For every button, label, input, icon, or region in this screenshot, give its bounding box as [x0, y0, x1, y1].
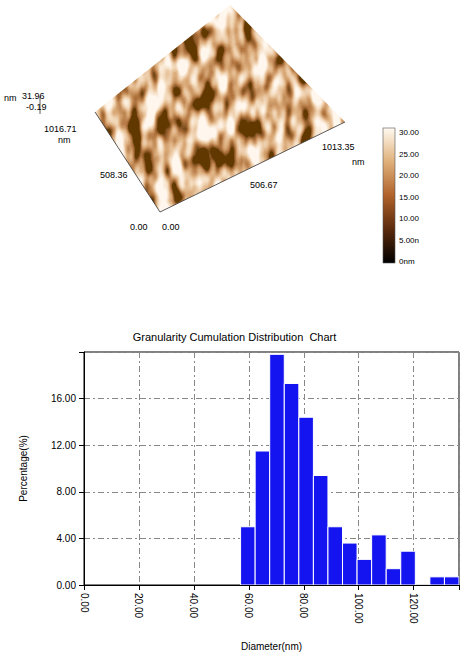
svg-text:40.00: 40.00 [188, 593, 199, 618]
svg-text:20.00: 20.00 [133, 593, 144, 618]
svg-text:nm: nm [4, 93, 17, 103]
svg-text:60.00: 60.00 [243, 593, 254, 618]
svg-text:8.00: 8.00 [57, 486, 77, 497]
svg-text:-0.19: -0.19 [26, 102, 47, 112]
svg-text:0.00: 0.00 [130, 222, 148, 232]
svg-text:20.00: 20.00 [399, 171, 420, 180]
svg-text:4.00: 4.00 [57, 533, 77, 544]
svg-text:16.00: 16.00 [51, 393, 76, 404]
svg-text:80.00: 80.00 [298, 593, 309, 618]
svg-text:0.00: 0.00 [57, 580, 77, 591]
svg-text:508.36: 508.36 [100, 170, 128, 180]
svg-text:Diameter(nm): Diameter(nm) [241, 641, 302, 652]
svg-text:nm: nm [352, 157, 365, 167]
svg-text:nm: nm [58, 135, 71, 145]
svg-text:15.00: 15.00 [399, 193, 420, 202]
svg-text:10.00: 10.00 [399, 214, 420, 223]
svg-text:25.00: 25.00 [399, 150, 420, 159]
svg-text:Granularity Cumulation Distrib: Granularity Cumulation Distribution Char… [133, 331, 337, 343]
svg-text:5.00n: 5.00n [399, 236, 419, 245]
svg-text:0.00: 0.00 [79, 593, 90, 613]
svg-text:1016.71: 1016.71 [44, 124, 77, 134]
svg-text:0.00: 0.00 [162, 222, 180, 232]
svg-text:1013.35: 1013.35 [322, 142, 355, 152]
svg-text:0nm: 0nm [399, 257, 415, 266]
svg-text:12.00: 12.00 [51, 440, 76, 451]
svg-text:31.96: 31.96 [22, 91, 45, 101]
svg-text:120.00: 120.00 [408, 593, 419, 624]
svg-text:100.00: 100.00 [353, 593, 364, 624]
svg-text:Percentage(%): Percentage(%) [18, 435, 29, 502]
svg-text:506.67: 506.67 [250, 180, 278, 190]
svg-text:30.00: 30.00 [399, 128, 420, 137]
